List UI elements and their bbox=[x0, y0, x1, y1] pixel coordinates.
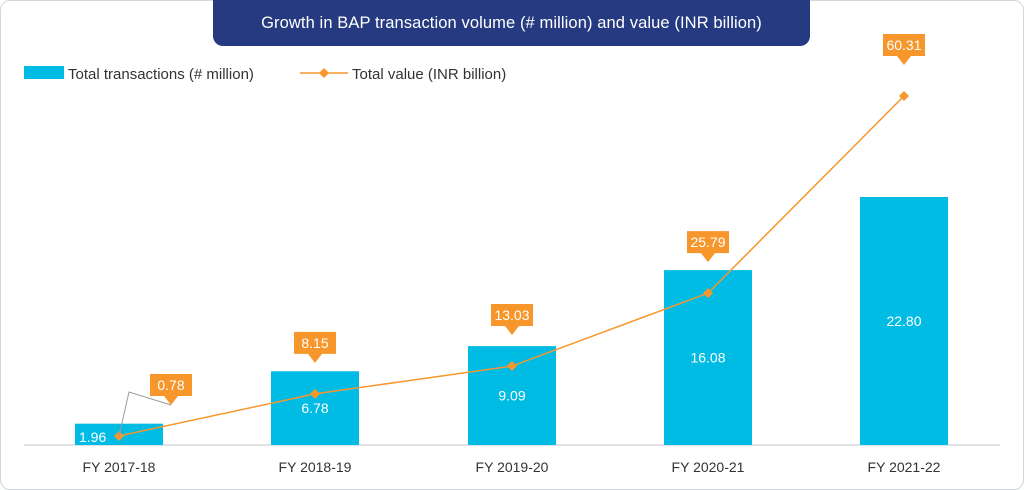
bar-4 bbox=[860, 197, 948, 445]
value-marker-3 bbox=[703, 288, 713, 299]
value-marker-2 bbox=[507, 361, 517, 372]
value-callout-box-2 bbox=[491, 304, 533, 336]
value-callout-3: 25.79 bbox=[687, 231, 729, 263]
value-callout-4: 60.31 bbox=[883, 34, 925, 65]
x-axis-ticks: FY 2017-18 FY 2018-19 FY 2019-20 FY 2020-21… bbox=[83, 459, 941, 475]
value-marker-1 bbox=[310, 388, 320, 399]
legend: Total transactions (# million) Total val… bbox=[24, 66, 506, 83]
bar-label-2: 9.09 bbox=[498, 388, 525, 404]
value-label-0: 0.78 bbox=[157, 377, 184, 393]
value-callout-box-0 bbox=[150, 374, 192, 405]
x-tick-3: FY 2020-21 bbox=[672, 459, 745, 475]
value-callout-2: 13.03 bbox=[491, 304, 533, 336]
bar-3 bbox=[664, 270, 752, 445]
bar-label-4: 22.80 bbox=[886, 313, 921, 329]
value-callout-box-4 bbox=[883, 34, 925, 65]
line-callouts: 0.78 8.15 13.03 25.79 60.31 bbox=[118, 34, 925, 437]
value-marker-4 bbox=[899, 91, 909, 101]
bar-labels: 1.96 6.78 9.09 16.08 22.80 bbox=[79, 313, 922, 445]
value-callout-box-1 bbox=[294, 331, 336, 363]
bar-label-0: 1.96 bbox=[79, 429, 106, 445]
value-callout-box-3 bbox=[687, 231, 729, 263]
legend-label-transactions: Total transactions (# million) bbox=[68, 66, 254, 83]
bar-label-3: 16.08 bbox=[690, 350, 725, 366]
legend-label-value: Total value (INR billion) bbox=[352, 66, 506, 83]
value-label-3: 25.79 bbox=[690, 234, 725, 250]
x-tick-0: FY 2017-18 bbox=[83, 459, 156, 475]
chart-title: Growth in BAP transaction volume (# mill… bbox=[213, 0, 810, 46]
legend-swatch-transactions bbox=[24, 66, 64, 79]
bar-label-1: 6.78 bbox=[301, 400, 328, 416]
value-label-1: 8.15 bbox=[301, 335, 328, 351]
value-callout-0: 0.78 bbox=[118, 374, 192, 437]
value-label-4: 60.31 bbox=[886, 37, 921, 53]
legend-marker-value bbox=[319, 68, 329, 78]
x-tick-4: FY 2021-22 bbox=[868, 459, 941, 475]
value-callout-leader-0 bbox=[118, 391, 172, 437]
x-tick-2: FY 2019-20 bbox=[476, 459, 549, 475]
x-tick-1: FY 2018-19 bbox=[279, 459, 352, 475]
value-label-2: 13.03 bbox=[494, 307, 529, 323]
value-callout-1: 8.15 bbox=[294, 331, 336, 363]
line-series bbox=[114, 91, 909, 441]
bar-1 bbox=[271, 371, 359, 445]
